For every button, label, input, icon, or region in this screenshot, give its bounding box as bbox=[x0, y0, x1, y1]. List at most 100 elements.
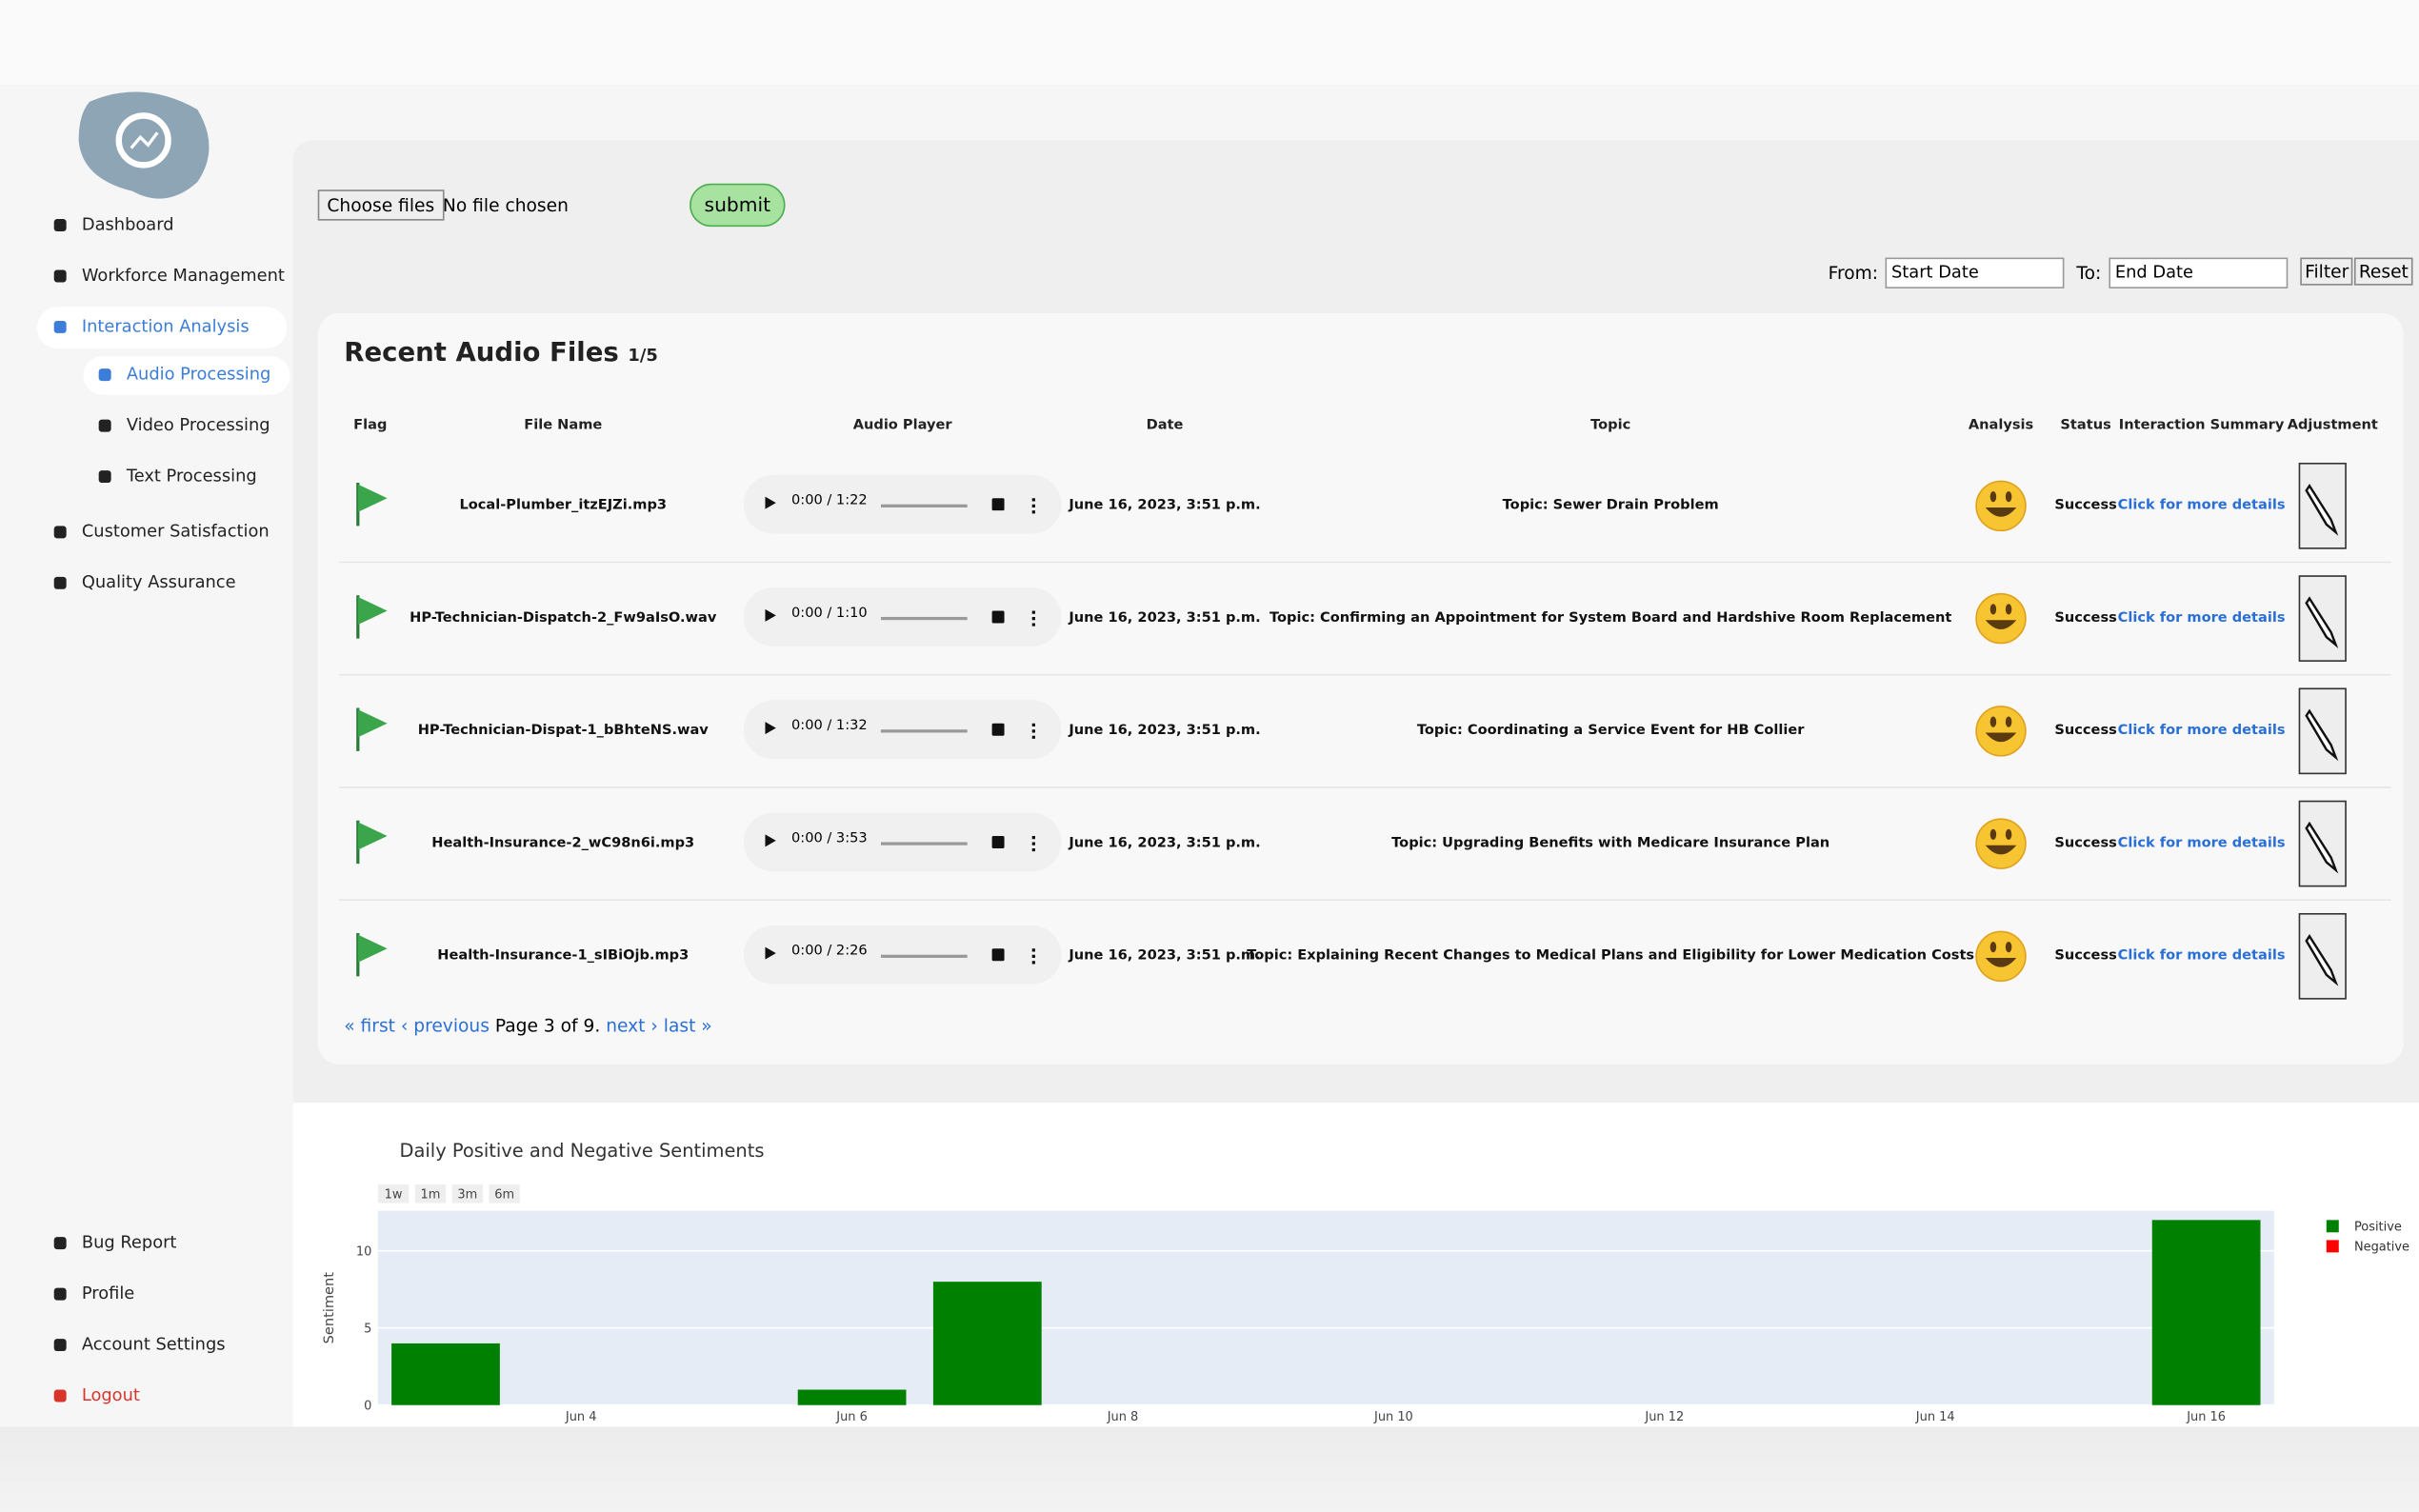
edit-button[interactable] bbox=[2299, 687, 2347, 774]
topic: Topic: Confirming an Appointment for Sys… bbox=[1269, 610, 1951, 626]
table-title: Recent Audio Files 1/5 bbox=[344, 338, 657, 368]
top-band bbox=[0, 0, 2419, 85]
nav-item[interactable]: Video Processing bbox=[99, 415, 270, 435]
nav-item[interactable]: Audio Processing bbox=[99, 364, 271, 384]
progress-track bbox=[881, 842, 968, 845]
nav-item[interactable]: Quality Assurance bbox=[54, 572, 236, 592]
volume-icon[interactable] bbox=[992, 724, 1005, 736]
nav-item[interactable]: Interaction Analysis bbox=[54, 316, 250, 336]
nav-item[interactable]: Customer Satisfaction bbox=[54, 522, 270, 542]
nav-icon bbox=[54, 1389, 67, 1402]
bottom-band bbox=[0, 1426, 2419, 1511]
nav-item[interactable]: Logout bbox=[54, 1385, 140, 1405]
play-button[interactable] bbox=[765, 947, 775, 960]
filter-button[interactable]: Filter bbox=[2300, 258, 2353, 286]
details-link[interactable]: Click for more details bbox=[2118, 724, 2286, 739]
x-tick-label: Jun 12 bbox=[1644, 1410, 1684, 1424]
end-date-input[interactable]: End Date bbox=[2109, 258, 2288, 288]
menu-icon[interactable] bbox=[1032, 610, 1038, 626]
logo bbox=[74, 87, 213, 201]
nav-icon bbox=[54, 1236, 67, 1248]
nav-icon bbox=[54, 1287, 67, 1300]
submit-button[interactable]: submit bbox=[690, 184, 785, 227]
flag-icon bbox=[355, 481, 390, 527]
menu-icon[interactable] bbox=[1032, 498, 1038, 513]
nav-label: Profile bbox=[82, 1283, 134, 1303]
volume-icon[interactable] bbox=[992, 948, 1005, 961]
volume-icon[interactable] bbox=[992, 498, 1005, 510]
edit-button[interactable] bbox=[2299, 463, 2347, 549]
y-tick-label: 0 bbox=[364, 1400, 371, 1414]
reset-button[interactable]: Reset bbox=[2354, 258, 2413, 286]
edit-button[interactable] bbox=[2299, 575, 2347, 662]
count: 1/5 bbox=[628, 346, 657, 366]
nav-item[interactable]: Bug Report bbox=[54, 1232, 177, 1252]
status: Success bbox=[2054, 498, 2116, 513]
nav-item[interactable]: Workforce Management bbox=[54, 266, 285, 286]
nav-label: Interaction Analysis bbox=[82, 316, 250, 336]
start-date-input[interactable]: Start Date bbox=[1886, 258, 2065, 288]
topic: Topic: Sewer Drain Problem bbox=[1503, 498, 1719, 513]
flag-icon bbox=[355, 819, 390, 865]
details-link[interactable]: Click for more details bbox=[2118, 498, 2286, 513]
nav-item[interactable]: Text Processing bbox=[99, 466, 257, 486]
x-tick-label: Jun 4 bbox=[565, 1410, 597, 1424]
choose-files-button[interactable]: Choose files bbox=[318, 189, 444, 220]
play-button[interactable] bbox=[765, 834, 775, 846]
bar bbox=[798, 1390, 907, 1405]
status: Success bbox=[2054, 836, 2116, 851]
analysis-emoji bbox=[1974, 930, 2027, 983]
menu-icon[interactable] bbox=[1032, 724, 1038, 739]
progress-track bbox=[881, 505, 968, 507]
details-link[interactable]: Click for more details bbox=[2118, 610, 2286, 626]
topic: Topic: Explaining Recent Changes to Medi… bbox=[1247, 948, 1974, 964]
nav-icon bbox=[99, 419, 111, 431]
menu-icon[interactable] bbox=[1032, 948, 1038, 964]
range-button[interactable]: 6m bbox=[494, 1188, 514, 1203]
x-tick-label: Jun 6 bbox=[835, 1410, 868, 1424]
column-header: Adjustment bbox=[2288, 418, 2378, 433]
nav-item[interactable]: Dashboard bbox=[54, 214, 174, 234]
previous-link[interactable]: ‹ previous bbox=[401, 1015, 490, 1037]
volume-icon[interactable] bbox=[992, 610, 1005, 623]
legend-label: Positive bbox=[2354, 1221, 2402, 1235]
y-tick-label: 5 bbox=[364, 1323, 371, 1337]
first-link[interactable]: « first bbox=[344, 1015, 395, 1037]
file-name: Local-Plumber_itzEJZi.mp3 bbox=[459, 498, 667, 513]
nav-item[interactable]: Profile bbox=[54, 1283, 135, 1303]
edit-button[interactable] bbox=[2299, 801, 2347, 887]
nav-label: Bug Report bbox=[82, 1232, 177, 1252]
column-header: Flag bbox=[353, 418, 387, 433]
nav-icon bbox=[54, 576, 67, 588]
bar bbox=[933, 1282, 1042, 1405]
last-link[interactable]: last » bbox=[664, 1015, 712, 1037]
play-button[interactable] bbox=[765, 722, 775, 734]
x-tick-label: Jun 14 bbox=[1915, 1410, 1955, 1424]
y-axis-label: Sentiment bbox=[321, 1272, 337, 1344]
status: Success bbox=[2054, 948, 2116, 964]
menu-icon[interactable] bbox=[1032, 836, 1038, 851]
to-label: To: bbox=[2076, 262, 2101, 284]
plot-area bbox=[378, 1211, 2274, 1405]
nav-item[interactable]: Account Settings bbox=[54, 1334, 226, 1354]
details-link[interactable]: Click for more details bbox=[2118, 836, 2286, 851]
range-button[interactable]: 3m bbox=[457, 1188, 477, 1203]
date: June 16, 2023, 3:51 p.m. bbox=[1069, 498, 1260, 513]
volume-icon[interactable] bbox=[992, 836, 1005, 848]
audio-time: 0:00 / 1:10 bbox=[791, 607, 868, 622]
range-button[interactable]: 1m bbox=[421, 1188, 441, 1203]
play-button[interactable] bbox=[765, 497, 775, 509]
details-link[interactable]: Click for more details bbox=[2118, 948, 2286, 964]
column-header: Topic bbox=[1590, 418, 1630, 433]
nav-icon bbox=[99, 469, 111, 482]
progress-track bbox=[881, 617, 968, 620]
next-link[interactable]: next › bbox=[606, 1015, 658, 1037]
date: June 16, 2023, 3:51 p.m. bbox=[1069, 724, 1260, 739]
audio-time: 0:00 / 1:22 bbox=[791, 493, 868, 508]
flag-icon bbox=[355, 931, 390, 978]
edit-button[interactable] bbox=[2299, 913, 2347, 1000]
range-button[interactable]: 1w bbox=[385, 1188, 403, 1203]
play-button[interactable] bbox=[765, 609, 775, 622]
